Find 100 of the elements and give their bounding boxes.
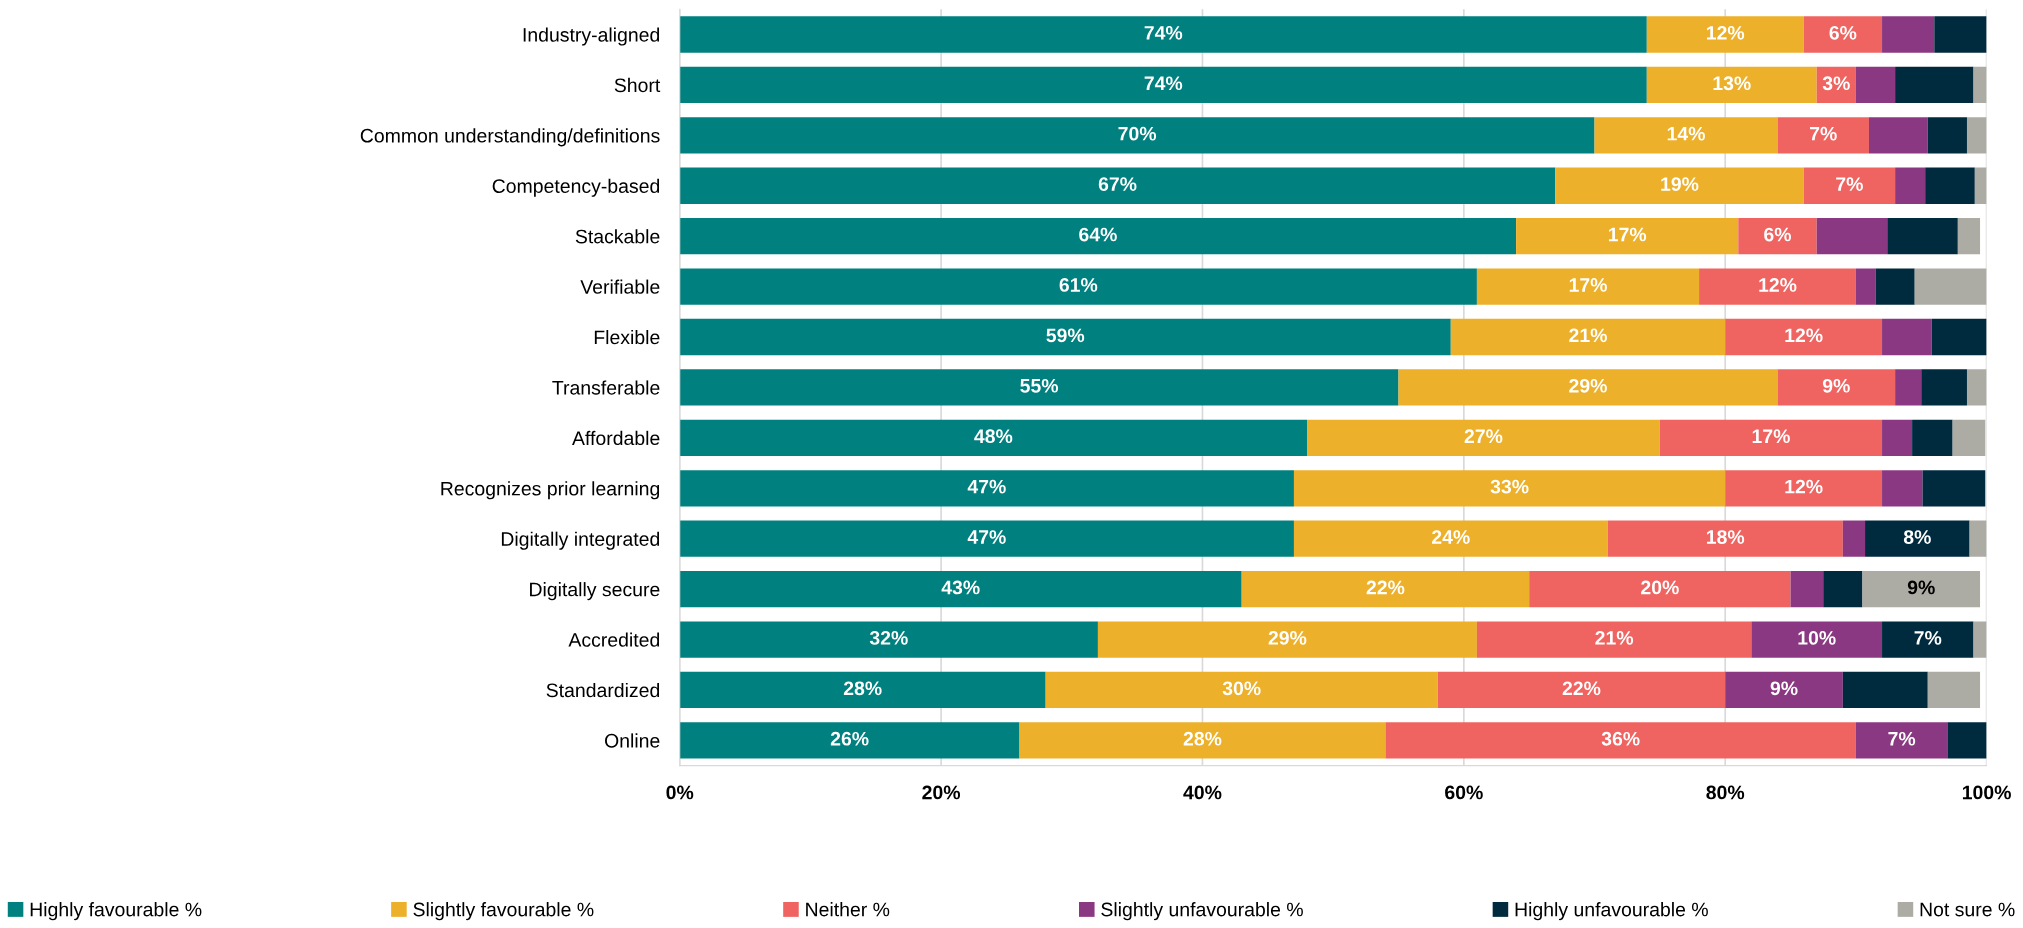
y-tick-label: Stackable <box>575 229 660 244</box>
data-label: 30% <box>1222 681 1261 696</box>
bar <box>1385 722 1856 759</box>
legend-label: Neither % <box>806 902 890 917</box>
bar <box>1855 66 1896 104</box>
y-tick-label: Affordable <box>572 430 660 446</box>
y-tick-label: Digitally integrated <box>501 531 660 550</box>
bar <box>679 369 1399 406</box>
data-label: 67% <box>1098 177 1137 191</box>
bar <box>1895 369 1922 406</box>
bar <box>1045 671 1438 709</box>
data-label: 21% <box>1595 631 1634 645</box>
bar <box>1790 570 1824 608</box>
data-label: 74% <box>1144 76 1183 91</box>
bar <box>1476 621 1752 658</box>
bar <box>679 570 1242 608</box>
bar <box>1241 570 1530 608</box>
data-label: 70% <box>1118 126 1157 141</box>
data-label: 7% <box>1836 177 1863 191</box>
data-label: 29% <box>1268 631 1307 645</box>
bar <box>1868 117 1928 154</box>
data-label: 6% <box>1764 227 1792 242</box>
bar <box>1398 369 1778 406</box>
bar <box>1751 621 1883 658</box>
data-label: 74% <box>1144 25 1183 40</box>
bar <box>1293 520 1608 557</box>
y-tick-label: Verifiable <box>580 279 660 294</box>
bar <box>1307 419 1660 457</box>
y-tick-label: Online <box>605 733 660 748</box>
bar <box>1882 16 1935 53</box>
bar <box>1912 419 1953 457</box>
bar <box>1842 520 1866 557</box>
legend-label: Slightly favourable % <box>413 902 594 921</box>
data-label: 19% <box>1661 177 1699 191</box>
bar <box>1922 470 1986 507</box>
bar <box>1927 671 1981 709</box>
data-label: 27% <box>1464 429 1503 444</box>
bar <box>679 470 1294 507</box>
bar <box>1725 318 1883 356</box>
bar <box>1925 167 1975 204</box>
bar <box>1816 218 1888 255</box>
bar <box>679 419 1308 457</box>
bar <box>679 268 1477 305</box>
bar <box>1529 570 1791 608</box>
bar <box>1895 66 1974 104</box>
data-label: 59% <box>1046 328 1085 343</box>
bar <box>1450 318 1726 356</box>
data-label: 36% <box>1601 731 1640 746</box>
y-tick-label: Common understanding/definitions <box>360 128 660 147</box>
bar <box>679 318 1451 356</box>
bar <box>1875 268 1915 305</box>
bar <box>1865 520 1970 557</box>
y-tick-label: Accredited <box>568 632 660 647</box>
bar <box>1973 621 1987 658</box>
bar <box>1725 671 1843 709</box>
bar <box>679 520 1294 557</box>
data-label: 48% <box>974 429 1013 444</box>
y-tick-label: Competency-based <box>492 178 660 197</box>
data-label: 8% <box>1903 530 1931 544</box>
y-tick-label: Standardized <box>546 682 660 698</box>
x-tick-label: 20% <box>922 785 961 800</box>
y-tick-label: Transferable <box>552 380 660 395</box>
data-label: 6% <box>1829 25 1857 40</box>
y-tick-label: Industry-aligned <box>523 27 660 46</box>
bar <box>1947 722 1987 759</box>
bar <box>1516 218 1739 255</box>
bar <box>1659 419 1883 457</box>
bar <box>1738 218 1817 255</box>
bar <box>1966 117 1987 154</box>
bar <box>679 66 1647 104</box>
bar <box>1966 369 1987 406</box>
x-tick-label: 40% <box>1183 785 1222 800</box>
bar <box>1777 369 1896 406</box>
data-label: 47% <box>967 530 1006 544</box>
bar <box>1855 722 1948 759</box>
bar <box>679 671 1046 709</box>
bar <box>1862 570 1981 608</box>
data-label: 9% <box>1822 378 1850 393</box>
x-tick-label: 60% <box>1445 785 1483 800</box>
data-label: 20% <box>1641 580 1679 595</box>
data-label: 61% <box>1059 278 1098 292</box>
data-label: 14% <box>1667 126 1705 141</box>
bar <box>679 16 1647 53</box>
y-tick-label: Flexible <box>594 329 660 345</box>
bar <box>1882 621 1974 658</box>
data-label: 28% <box>1183 731 1222 746</box>
data-label: 26% <box>830 731 869 746</box>
data-label: 12% <box>1785 479 1823 494</box>
data-label: 47% <box>967 479 1006 494</box>
data-label: 7% <box>1914 631 1942 645</box>
data-label: 24% <box>1431 530 1470 544</box>
bar <box>1952 419 1986 457</box>
bar <box>1803 16 1883 53</box>
bar <box>1914 268 1987 305</box>
bar <box>1476 268 1700 305</box>
data-label: 64% <box>1079 227 1117 242</box>
data-label: 55% <box>1020 378 1059 393</box>
data-label: 10% <box>1798 631 1836 645</box>
x-tick-label: 100% <box>1962 785 2011 800</box>
bar <box>1974 167 1987 204</box>
